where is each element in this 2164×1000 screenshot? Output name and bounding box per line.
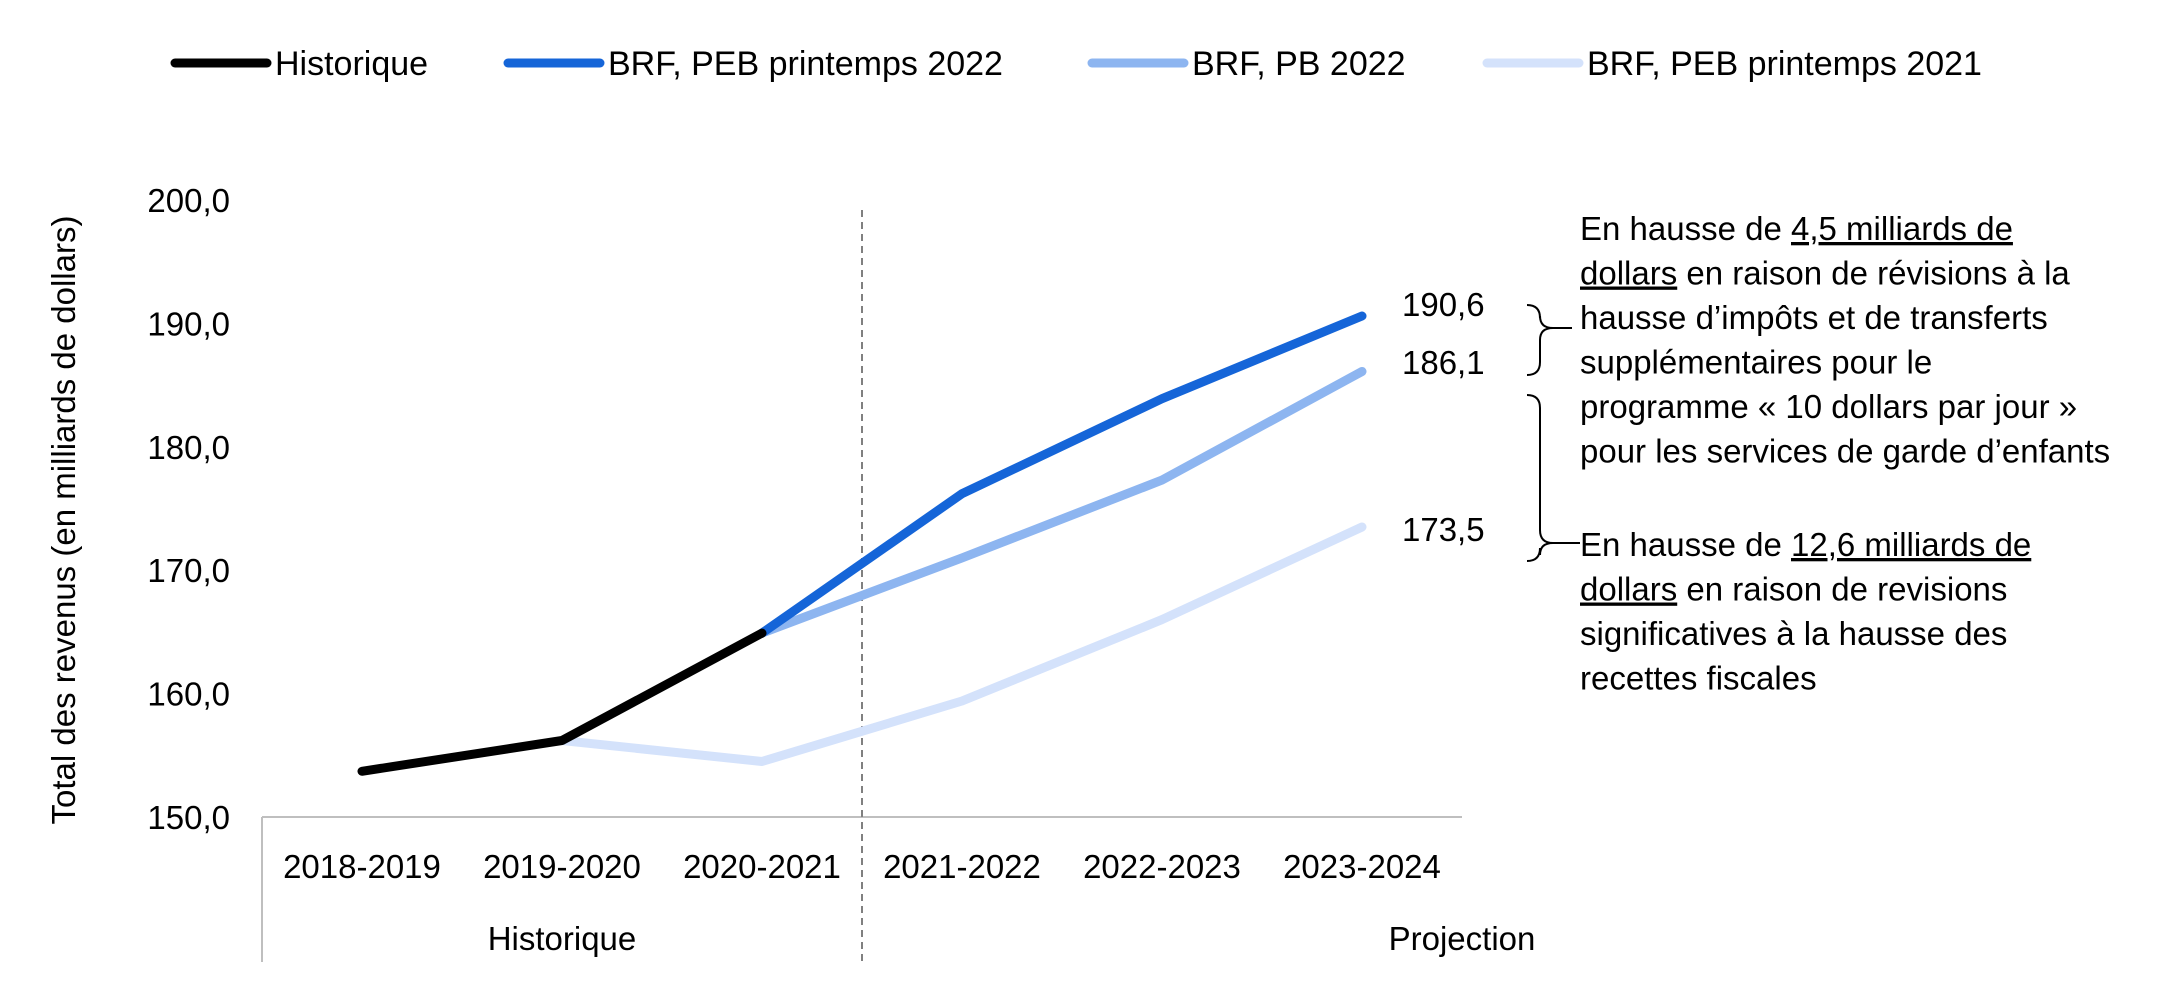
annotation-line: programme « 10 dollars par jour » <box>1580 388 2077 425</box>
annotation-line: dollars <box>1580 571 1677 608</box>
annotation-brace-lower <box>1526 394 1554 562</box>
x-tick-label: 2018-2019 <box>283 848 441 885</box>
legend-label: BRF, PEB printemps 2022 <box>608 45 1003 83</box>
annotation-line: supplémentaires pour le <box>1580 344 1932 381</box>
legend-item: Historique <box>170 45 428 83</box>
annotation-line: significatives à la hausse des <box>1580 615 2007 652</box>
x-tick-label: 2019-2020 <box>483 848 641 885</box>
end-labels: 190,6 186,1 173,5 <box>1402 286 1485 548</box>
end-value-label: 186,1 <box>1402 344 1485 381</box>
x-tick-label: 2022-2023 <box>1083 848 1241 885</box>
x-tick-label: 2023-2024 <box>1283 848 1441 885</box>
y-tick-label: 190,0 <box>147 305 230 342</box>
legend-item: BRF, PB 2022 <box>1087 45 1406 83</box>
annotation-line: pour les services de garde d’enfants <box>1580 433 2110 470</box>
annotation-line: En hausse de <box>1580 210 1791 247</box>
legend-label: BRF, PB 2022 <box>1192 45 1406 83</box>
series-lines <box>357 311 1367 776</box>
series-line <box>757 311 1367 638</box>
series-line <box>357 628 767 776</box>
annotation-line: 12,6 milliards de <box>1791 526 2031 563</box>
annotation-line: 4,5 milliards de <box>1791 210 2013 247</box>
x-group-label: Projection <box>1389 920 1536 957</box>
x-tick-label: 2020-2021 <box>683 848 841 885</box>
annotation-line: recettes fiscales <box>1580 660 1817 697</box>
y-axis-title: Total des revenus (en milliards de dolla… <box>45 216 82 825</box>
x-group-label: Historique <box>488 920 637 957</box>
legend: Historique BRF, PEB printemps 2022 BRF, PB… <box>170 45 1982 83</box>
annotation-line: en raison de révisions à la <box>1677 255 2070 292</box>
annotation-text: En hausse de 12,6 milliards de dollars en… <box>1580 526 2031 697</box>
x-axis-groups: Historique Projection <box>488 920 1536 957</box>
y-tick-label: 160,0 <box>147 676 230 713</box>
legend-label: Historique <box>275 45 428 83</box>
series-line <box>757 367 1367 638</box>
y-tick-label: 170,0 <box>147 552 230 589</box>
legend-item: BRF, PEB printemps 2022 <box>503 45 1003 83</box>
y-tick-label: 150,0 <box>147 799 230 836</box>
series-line <box>557 522 1367 766</box>
annotation-line: dollars <box>1580 255 1677 292</box>
end-value-label: 173,5 <box>1402 511 1485 548</box>
annotations: En hausse de 4,5 milliards de dollars en … <box>1526 210 2110 697</box>
legend-item: BRF, PEB printemps 2021 <box>1482 45 1982 83</box>
annotation-brace-upper <box>1526 304 1554 376</box>
end-value-label: 190,6 <box>1402 286 1485 323</box>
annotation-text: En hausse de 4,5 milliards de dollars en … <box>1580 210 2110 470</box>
x-axis-ticks: 2018-2019 2019-2020 2020-2021 2021-2022 2022… <box>283 848 1441 885</box>
y-tick-label: 200,0 <box>147 182 230 219</box>
x-tick-label: 2021-2022 <box>883 848 1041 885</box>
y-tick-label: 180,0 <box>147 429 230 466</box>
axes <box>261 210 1462 962</box>
annotation-line: en raison de revisions <box>1677 571 2007 608</box>
legend-label: BRF, PEB printemps 2021 <box>1587 45 1982 83</box>
y-axis-ticks: 150,0 160,0 170,0 180,0 190,0 200,0 <box>147 182 230 836</box>
annotation-line: En hausse de <box>1580 526 1791 563</box>
annotation-line: hausse d’impôts et de transferts <box>1580 299 2048 336</box>
